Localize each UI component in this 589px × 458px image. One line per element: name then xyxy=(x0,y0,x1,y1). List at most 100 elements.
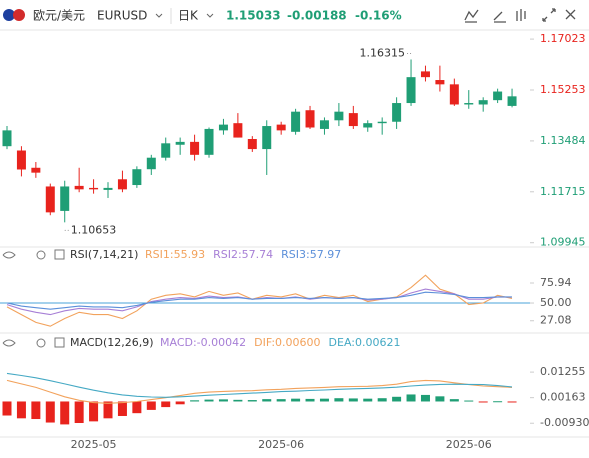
candle-body xyxy=(16,150,26,170)
y-tick-label: 1.15253 xyxy=(540,83,586,96)
y-tick-label: 27.08 xyxy=(540,314,572,327)
symbol[interactable]: 欧元/美元 xyxy=(33,9,85,23)
candle-body xyxy=(478,100,488,105)
candle-body xyxy=(204,128,214,155)
candle-body xyxy=(305,110,315,128)
macd-bar xyxy=(103,401,113,419)
y-tick-label: -0.00930 xyxy=(540,416,589,429)
settings-icon[interactable] xyxy=(36,338,46,348)
candle-body xyxy=(276,124,286,131)
macd-bar xyxy=(348,398,358,402)
candle-body xyxy=(103,187,113,190)
close-button[interactable] xyxy=(565,9,576,20)
indicator-button[interactable] xyxy=(464,9,479,23)
indicator-line xyxy=(6,274,513,327)
macd-bar xyxy=(16,401,26,419)
collapse-icon[interactable] xyxy=(54,249,65,260)
macd-bar xyxy=(74,401,84,424)
macd-bar xyxy=(31,401,41,420)
candle-body xyxy=(60,186,70,211)
x-tick-label: 2025-06 xyxy=(258,438,304,451)
macd-bar xyxy=(392,396,402,402)
fullscreen-button[interactable] xyxy=(542,8,556,22)
visibility-icon[interactable] xyxy=(2,251,16,259)
candle-body xyxy=(319,120,329,129)
macd-bar xyxy=(319,398,329,402)
macd-bar xyxy=(218,399,228,402)
candle-body xyxy=(74,185,84,190)
macd-bar xyxy=(45,401,55,423)
macd-bar xyxy=(363,398,373,402)
draw-button[interactable] xyxy=(493,11,506,23)
indicator-line xyxy=(6,372,513,398)
candle-body xyxy=(175,141,185,145)
macd-bar xyxy=(507,401,517,403)
macd-bar xyxy=(435,396,445,402)
candle-body xyxy=(435,80,445,85)
x-tick-label: 2025-06 xyxy=(446,438,492,451)
candle-body xyxy=(233,123,243,138)
macd-bar xyxy=(247,400,257,402)
macd-bar xyxy=(2,401,12,416)
candle-body xyxy=(190,141,200,155)
macd-bar xyxy=(175,401,185,405)
legend-entry: RSI3:57.97 xyxy=(281,248,341,261)
candle-body xyxy=(291,111,301,132)
macd-bar xyxy=(190,400,200,402)
macd-bar xyxy=(146,401,156,410)
symbol-code[interactable]: EURUSD xyxy=(97,9,147,23)
candle-body xyxy=(363,123,373,128)
legend-entry: RSI2:57.74 xyxy=(213,248,273,261)
candle-body xyxy=(161,143,171,158)
candle-body xyxy=(464,103,474,105)
candle-body xyxy=(449,84,459,105)
candle-body xyxy=(348,113,358,127)
macd-bar xyxy=(464,400,474,402)
candle-body xyxy=(406,77,416,104)
candle-body xyxy=(493,91,503,101)
dropdown-arrow[interactable] xyxy=(206,13,214,18)
legend-entry: RSI1:55.93 xyxy=(145,248,205,261)
candle-body xyxy=(132,169,142,186)
macd-bar xyxy=(377,398,387,402)
y-tick-label: 1.09945 xyxy=(540,236,586,249)
collapse-icon[interactable] xyxy=(54,337,65,348)
dropdown-arrow[interactable] xyxy=(155,13,163,18)
indicator-line xyxy=(6,291,512,310)
macd-bar xyxy=(89,401,99,422)
candle-body xyxy=(334,111,344,121)
macd-bar xyxy=(305,398,315,402)
macd-bar xyxy=(161,401,171,408)
candle-body xyxy=(262,126,272,150)
candle-body xyxy=(2,130,12,147)
candle-button[interactable] xyxy=(516,9,526,21)
macd-bar xyxy=(117,401,127,416)
indicator-line xyxy=(6,379,513,404)
settings-icon[interactable] xyxy=(36,250,46,260)
min-annotation: 1.10653 xyxy=(71,223,117,236)
pane-title: RSI(7,14,21) xyxy=(70,248,138,261)
legend-entry: DEA:0.00621 xyxy=(329,336,401,349)
x-tick-label: 2025-05 xyxy=(71,438,117,451)
y-tick-label: 0.01255 xyxy=(540,365,586,378)
candle-body xyxy=(377,121,387,124)
header-bar xyxy=(0,0,589,30)
macd-bar xyxy=(478,401,488,403)
candle-body xyxy=(146,157,156,170)
y-tick-label: 50.00 xyxy=(540,296,572,309)
macd-bar xyxy=(233,399,243,402)
macd-bar xyxy=(449,399,459,402)
y-tick-label: 75.94 xyxy=(540,276,572,289)
period[interactable]: 日K xyxy=(178,9,199,23)
candle-body xyxy=(89,187,99,190)
macd-bar xyxy=(420,394,430,402)
legend-entry: MACD:-0.00042 xyxy=(160,336,246,349)
visibility-icon[interactable] xyxy=(2,339,16,347)
candle-body xyxy=(218,124,228,131)
y-tick-label: 0.00163 xyxy=(540,391,586,404)
macd-bar xyxy=(60,401,70,425)
macd-bar xyxy=(406,394,416,402)
macd-bar xyxy=(132,401,142,414)
